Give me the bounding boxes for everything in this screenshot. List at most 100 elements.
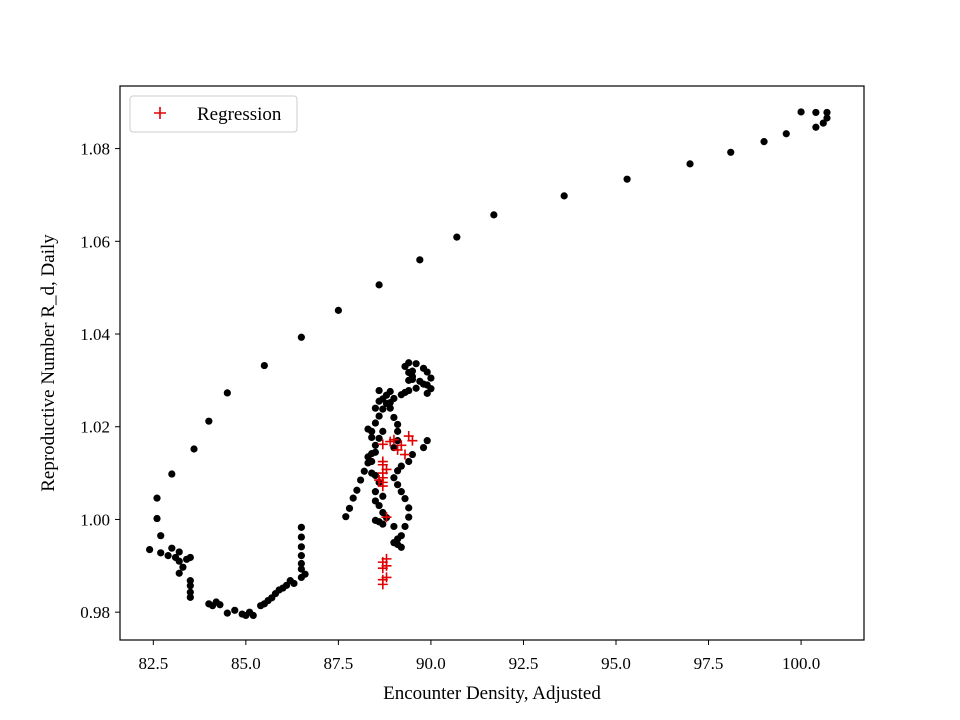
observed-point xyxy=(379,405,387,413)
observed-point xyxy=(231,606,239,614)
observed-point xyxy=(427,374,435,382)
observed-point xyxy=(371,488,380,496)
x-tick-label: 82.5 xyxy=(138,654,168,673)
x-tick-label: 87.5 xyxy=(324,654,354,673)
x-tick-label: 85.0 xyxy=(231,654,261,673)
observed-point xyxy=(390,413,398,422)
observed-point xyxy=(371,448,380,456)
observed-point xyxy=(382,399,391,408)
series-regression xyxy=(374,431,418,590)
plot-frame xyxy=(119,85,865,641)
observed-point xyxy=(375,434,383,442)
observed-point xyxy=(223,609,231,617)
regression-point xyxy=(377,579,388,590)
y-tick-label: 1.00 xyxy=(80,510,110,529)
observed-point xyxy=(379,508,387,517)
observed-point xyxy=(371,404,380,412)
observed-point xyxy=(212,598,220,606)
observed-point xyxy=(408,450,417,459)
observed-point xyxy=(223,389,231,397)
series-observed xyxy=(146,108,831,620)
observed-point xyxy=(260,361,268,370)
y-tick-label: 1.06 xyxy=(80,232,110,251)
observed-point xyxy=(823,114,831,122)
x-tick-label: 97.5 xyxy=(694,654,724,673)
observed-point xyxy=(186,577,194,585)
observed-point xyxy=(823,108,831,117)
observed-point xyxy=(364,453,372,461)
legend-plus-icon xyxy=(154,107,166,119)
observed-point xyxy=(153,494,161,502)
x-axis-label: Encounter Density, Adjusted xyxy=(383,683,601,704)
observed-point xyxy=(623,175,631,183)
observed-point xyxy=(812,123,820,131)
observed-point xyxy=(164,552,172,560)
observed-point xyxy=(360,467,368,475)
regression-point xyxy=(377,563,388,574)
regression-point xyxy=(377,439,388,450)
regression-point xyxy=(400,449,411,460)
observed-point xyxy=(175,548,183,556)
observed-point xyxy=(375,412,383,420)
observed-point xyxy=(760,138,768,146)
regression-point xyxy=(381,512,392,523)
observed-point xyxy=(797,108,805,116)
observed-point xyxy=(186,588,194,596)
legend-regression-marker xyxy=(154,107,166,119)
observed-point xyxy=(334,306,342,314)
x-axis: 82.5 85.0 87.5 90.0 92.5 95.0 97.5 100.0 xyxy=(138,640,820,673)
observed-point xyxy=(179,563,187,571)
legend: Regression xyxy=(129,95,298,133)
observed-point xyxy=(423,389,431,397)
observed-point xyxy=(394,437,402,445)
observed-point xyxy=(397,462,405,470)
observed-point xyxy=(153,514,161,523)
legend-regression-label: Regression xyxy=(197,104,282,125)
observed-point xyxy=(727,148,735,156)
observed-point xyxy=(375,386,383,395)
observed-point xyxy=(356,476,365,484)
x-tick-label: 95.0 xyxy=(601,654,631,673)
observed-point xyxy=(375,397,383,405)
observed-point xyxy=(371,441,380,449)
observed-point xyxy=(186,593,194,601)
observed-point xyxy=(379,427,387,435)
observed-point xyxy=(297,543,305,551)
observed-point xyxy=(423,437,431,445)
observed-point xyxy=(297,533,305,541)
y-tick-label: 1.02 xyxy=(80,418,110,437)
observed-point xyxy=(368,469,376,477)
observed-point xyxy=(401,495,409,503)
observed-point xyxy=(812,108,820,117)
observed-point xyxy=(157,549,165,557)
observed-point xyxy=(297,559,305,568)
observed-point xyxy=(297,552,305,560)
observed-point xyxy=(168,544,176,552)
y-tick-label: 0.98 xyxy=(80,603,110,622)
observed-point xyxy=(419,364,428,372)
observed-point xyxy=(371,419,380,427)
observed-point xyxy=(379,492,387,500)
observed-point xyxy=(390,539,398,547)
observed-point xyxy=(379,520,387,528)
observed-point xyxy=(168,470,176,478)
observed-point xyxy=(175,557,183,565)
observed-point xyxy=(186,553,194,562)
x-tick-label: 100.0 xyxy=(782,654,820,673)
observed-point xyxy=(342,513,350,521)
observed-point xyxy=(405,386,413,395)
observed-point xyxy=(405,376,413,384)
observed-point xyxy=(205,417,213,425)
observed-point xyxy=(301,570,309,578)
observed-point xyxy=(353,486,361,494)
observed-point xyxy=(405,504,413,512)
observed-point xyxy=(782,130,790,138)
observed-point xyxy=(397,488,405,496)
observed-point xyxy=(375,281,383,289)
observed-point xyxy=(175,569,183,577)
observed-point xyxy=(345,504,354,512)
observed-point xyxy=(297,523,305,531)
observed-point xyxy=(397,532,405,540)
observed-point xyxy=(190,445,198,453)
